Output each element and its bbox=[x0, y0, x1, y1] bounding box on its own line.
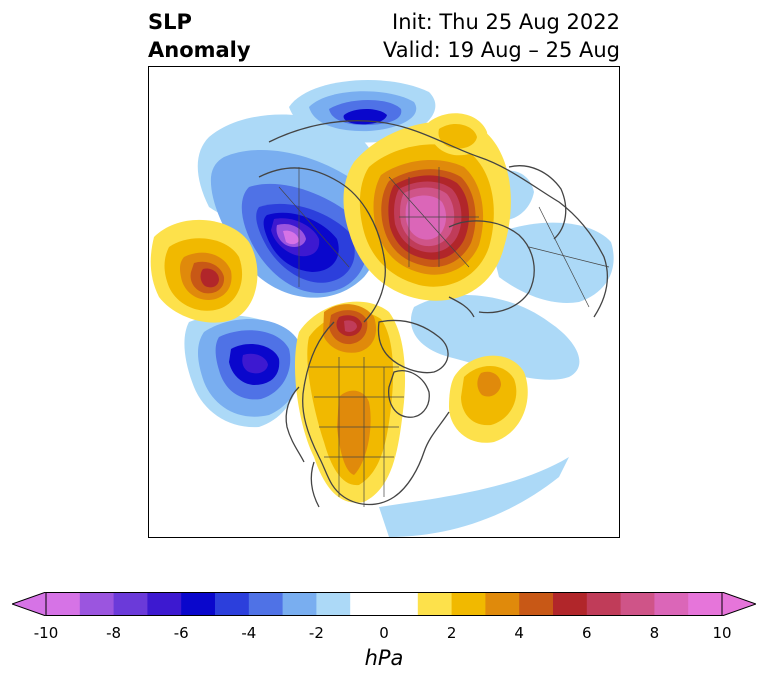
colorbar-segment bbox=[519, 592, 554, 616]
pos-high-russia-8 bbox=[405, 195, 447, 240]
valid-range: Valid: 19 Aug – 25 Aug bbox=[382, 38, 620, 62]
colorbar-tick-label: 2 bbox=[446, 624, 457, 642]
neg-region-canada bbox=[410, 295, 580, 380]
colorbar-extend-max bbox=[721, 592, 756, 616]
colorbar-segment bbox=[316, 592, 351, 616]
colorbar-tick-label: 4 bbox=[514, 624, 524, 642]
colorbar-frame bbox=[45, 592, 723, 616]
colorbar-segment bbox=[451, 592, 486, 616]
title-line2: Anomaly bbox=[148, 38, 251, 62]
colorbar-tick-label: 6 bbox=[582, 624, 592, 642]
neg-region-east bbox=[489, 222, 614, 303]
init-date: Init: Thu 25 Aug 2022 bbox=[392, 10, 620, 34]
colorbar-segment bbox=[215, 592, 250, 616]
colorbar-tick-label: 0 bbox=[379, 624, 389, 642]
colorbar-segment bbox=[282, 592, 317, 616]
chart-title: SLP Anomaly bbox=[148, 8, 251, 64]
colorbar-segment bbox=[79, 592, 115, 616]
colorbar-unit: hPa bbox=[364, 646, 404, 670]
colorbar-tick-label: -6 bbox=[173, 624, 189, 642]
colorbar-segment bbox=[384, 592, 419, 616]
colorbar-segment bbox=[181, 592, 216, 616]
neg-low-west-7 bbox=[283, 230, 299, 245]
colorbar-segment bbox=[620, 592, 655, 616]
colorbar-segment bbox=[113, 592, 148, 616]
colorbar-tick-label: -2 bbox=[308, 624, 324, 642]
borders bbox=[278, 167, 610, 507]
pos-high-na-3b bbox=[337, 390, 371, 475]
colorbar-segment bbox=[350, 592, 385, 616]
title-line1: SLP bbox=[148, 10, 192, 34]
pos-high-north-2 bbox=[438, 123, 477, 149]
anomaly-map bbox=[148, 66, 620, 538]
colorbar-segment bbox=[147, 592, 182, 616]
colorbar-segment bbox=[46, 592, 81, 616]
colorbar-tick-label: 10 bbox=[712, 624, 732, 642]
colorbar-tick-label: -4 bbox=[241, 624, 257, 642]
pos-high-atl-3 bbox=[477, 371, 501, 397]
colorbar-segment bbox=[485, 592, 520, 616]
colorbar-segment bbox=[248, 592, 284, 616]
colorbar-segment bbox=[654, 592, 689, 616]
colorbar-ticks: -10 -8 -6 -4 -2 0 2 4 6 8 10 bbox=[0, 624, 768, 644]
colorbar-tick-label: -10 bbox=[33, 624, 59, 642]
date-info: Init: Thu 25 Aug 2022 Valid: 19 Aug – 25… bbox=[383, 8, 620, 64]
colorbar-segment bbox=[417, 592, 453, 616]
colorbar-segment bbox=[586, 592, 622, 616]
neg-region-southarc bbox=[379, 457, 569, 537]
coastlines bbox=[258, 120, 609, 508]
colorbar-segment bbox=[553, 592, 588, 616]
colorbar-tick-label: -8 bbox=[106, 624, 122, 642]
colorbar-segment bbox=[688, 592, 723, 616]
colorbar-tick-label: 8 bbox=[649, 624, 660, 642]
pos-high-west-5 bbox=[200, 268, 219, 288]
colorbar-extend-min bbox=[12, 592, 47, 616]
colorbar bbox=[12, 592, 756, 616]
map-svg bbox=[150, 80, 614, 537]
neg-low-pac-4 bbox=[242, 353, 268, 374]
pos-high-na-6 bbox=[344, 320, 357, 332]
